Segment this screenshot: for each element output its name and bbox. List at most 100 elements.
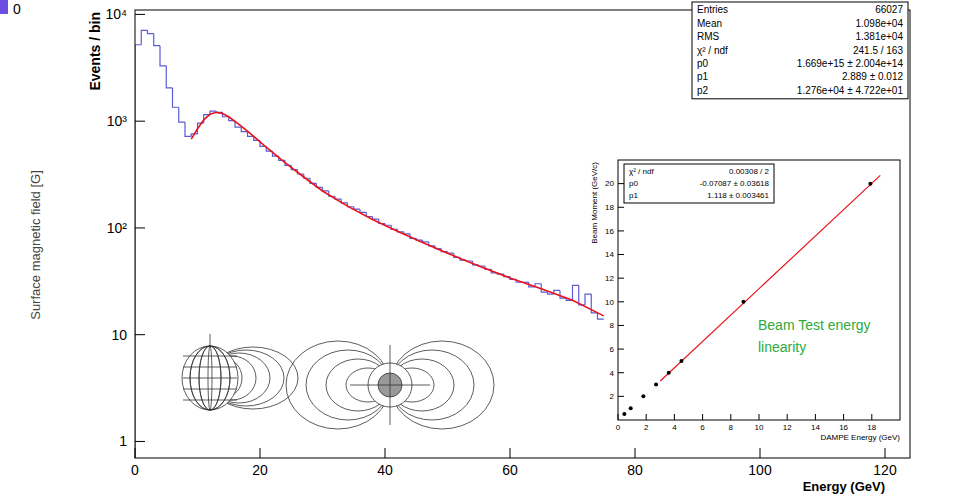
histogram-bin xyxy=(373,216,379,219)
stats-label: p0 xyxy=(697,58,709,69)
histogram-bin xyxy=(173,88,179,107)
corner-mark xyxy=(0,0,8,14)
stats-frame xyxy=(692,2,908,99)
data-point xyxy=(641,394,645,398)
stats-value: 1.669e+15 ± 2.004e+14 xyxy=(797,58,904,69)
x-tick xyxy=(618,414,619,420)
annotation-line: linearity xyxy=(758,339,806,355)
x-tick xyxy=(260,448,261,458)
annotation: Beam Test energylinearity xyxy=(758,317,871,355)
y-tick xyxy=(618,325,624,326)
y-axis-title: Beam Moment (GeV/c) xyxy=(590,162,599,244)
y-tick-label: 18 xyxy=(605,203,614,212)
stats-label: Mean xyxy=(697,18,722,29)
x-tick xyxy=(815,414,816,420)
data-layer xyxy=(135,30,604,458)
histogram-bin xyxy=(179,107,185,122)
parallel xyxy=(183,400,237,401)
y-tick xyxy=(135,227,145,228)
stats-label: Entries xyxy=(697,4,728,15)
x-tick-label: 100 xyxy=(748,462,772,478)
stats-label: p0 xyxy=(629,179,638,188)
data-point xyxy=(868,182,872,186)
x-axis-title: DAMPE Energy (GeV) xyxy=(820,433,900,442)
x-tick xyxy=(646,414,647,420)
y-tick-label: 10⁴ xyxy=(105,6,127,22)
y-tick xyxy=(135,334,145,335)
data-point xyxy=(667,371,671,375)
stats-value: 0.00308 / 2 xyxy=(729,167,770,176)
histogram-bin xyxy=(160,46,166,66)
x-tick-label: 8 xyxy=(729,423,734,432)
y-tick xyxy=(618,230,624,231)
y-tick-label: 8 xyxy=(610,321,615,330)
y-tick xyxy=(618,396,624,397)
y-tick-label: 12 xyxy=(605,274,614,283)
stats-value: 1.381e+04 xyxy=(855,31,903,42)
x-tick-label: 60 xyxy=(502,462,518,478)
x-tick-label: 10 xyxy=(755,423,764,432)
histogram-bin xyxy=(148,30,154,33)
stats-frame xyxy=(624,164,774,203)
x-tick xyxy=(760,448,761,458)
y-tick xyxy=(618,372,624,373)
x-tick xyxy=(385,448,386,458)
x-tick-label: 4 xyxy=(672,423,677,432)
parallel xyxy=(183,356,237,357)
x-tick-label: 0 xyxy=(616,423,621,432)
y-tick-label: 6 xyxy=(610,345,615,354)
x-tick xyxy=(787,414,788,420)
annotation: 0 xyxy=(13,1,21,17)
histogram-bin xyxy=(585,294,591,305)
y-tick-label: 10³ xyxy=(107,113,128,129)
x-tick-label: 40 xyxy=(377,462,393,478)
stats-label: p2 xyxy=(697,85,709,96)
axis-line xyxy=(350,385,430,386)
y-tick xyxy=(618,183,624,184)
data-point xyxy=(679,359,683,363)
x-tick-label: 80 xyxy=(627,462,643,478)
x-tick-label: 12 xyxy=(783,423,792,432)
y-tick-label: 10 xyxy=(111,327,127,343)
y-tick-label: 10² xyxy=(107,220,128,236)
x-tick-label: 14 xyxy=(811,423,820,432)
x-tick-label: 2 xyxy=(644,423,649,432)
y-tick-label: 14 xyxy=(605,250,614,259)
y-tick xyxy=(618,301,624,302)
data-layer xyxy=(622,175,880,416)
x-tick-label: 0 xyxy=(131,462,139,478)
field-sketches xyxy=(182,334,494,429)
y-tick-label: 20 xyxy=(605,179,614,188)
x-tick-label: 20 xyxy=(252,462,268,478)
stats-label: χ² / ndf xyxy=(697,45,728,56)
stats-label: χ² / ndf xyxy=(629,167,654,176)
x-tick xyxy=(730,414,731,420)
y-tick-label: 10 xyxy=(605,298,614,307)
histogram-bin xyxy=(166,66,172,88)
stats-label: p1 xyxy=(697,71,709,82)
y-tick xyxy=(135,441,145,442)
stats-label: RMS xyxy=(697,31,720,42)
x-axis-title: Energy (GeV) xyxy=(803,479,885,494)
x-tick xyxy=(885,448,886,458)
stats-box: Entries66027Mean1.098e+04RMS1.381e+04χ² … xyxy=(692,2,908,99)
y-tick xyxy=(135,121,145,122)
stats-value: 241.5 / 163 xyxy=(853,45,903,56)
histogram-bin xyxy=(323,187,329,191)
y-tick-label: 16 xyxy=(605,227,614,236)
y-tick-label: 4 xyxy=(610,369,615,378)
fit-line xyxy=(191,112,604,316)
x-tick xyxy=(674,414,675,420)
x-tick xyxy=(635,448,636,458)
fit-line xyxy=(660,175,880,381)
stats-label: p1 xyxy=(629,191,638,200)
y-tick xyxy=(618,349,624,350)
stats-value: 1.098e+04 xyxy=(855,18,903,29)
histogram-bin xyxy=(154,34,160,46)
x-tick-label: 120 xyxy=(873,462,897,478)
stats-value: 2.889 ± 0.012 xyxy=(842,71,904,82)
y-tick xyxy=(618,207,624,208)
x-tick xyxy=(843,414,844,420)
histogram-bin xyxy=(354,207,360,209)
y-tick xyxy=(618,278,624,279)
